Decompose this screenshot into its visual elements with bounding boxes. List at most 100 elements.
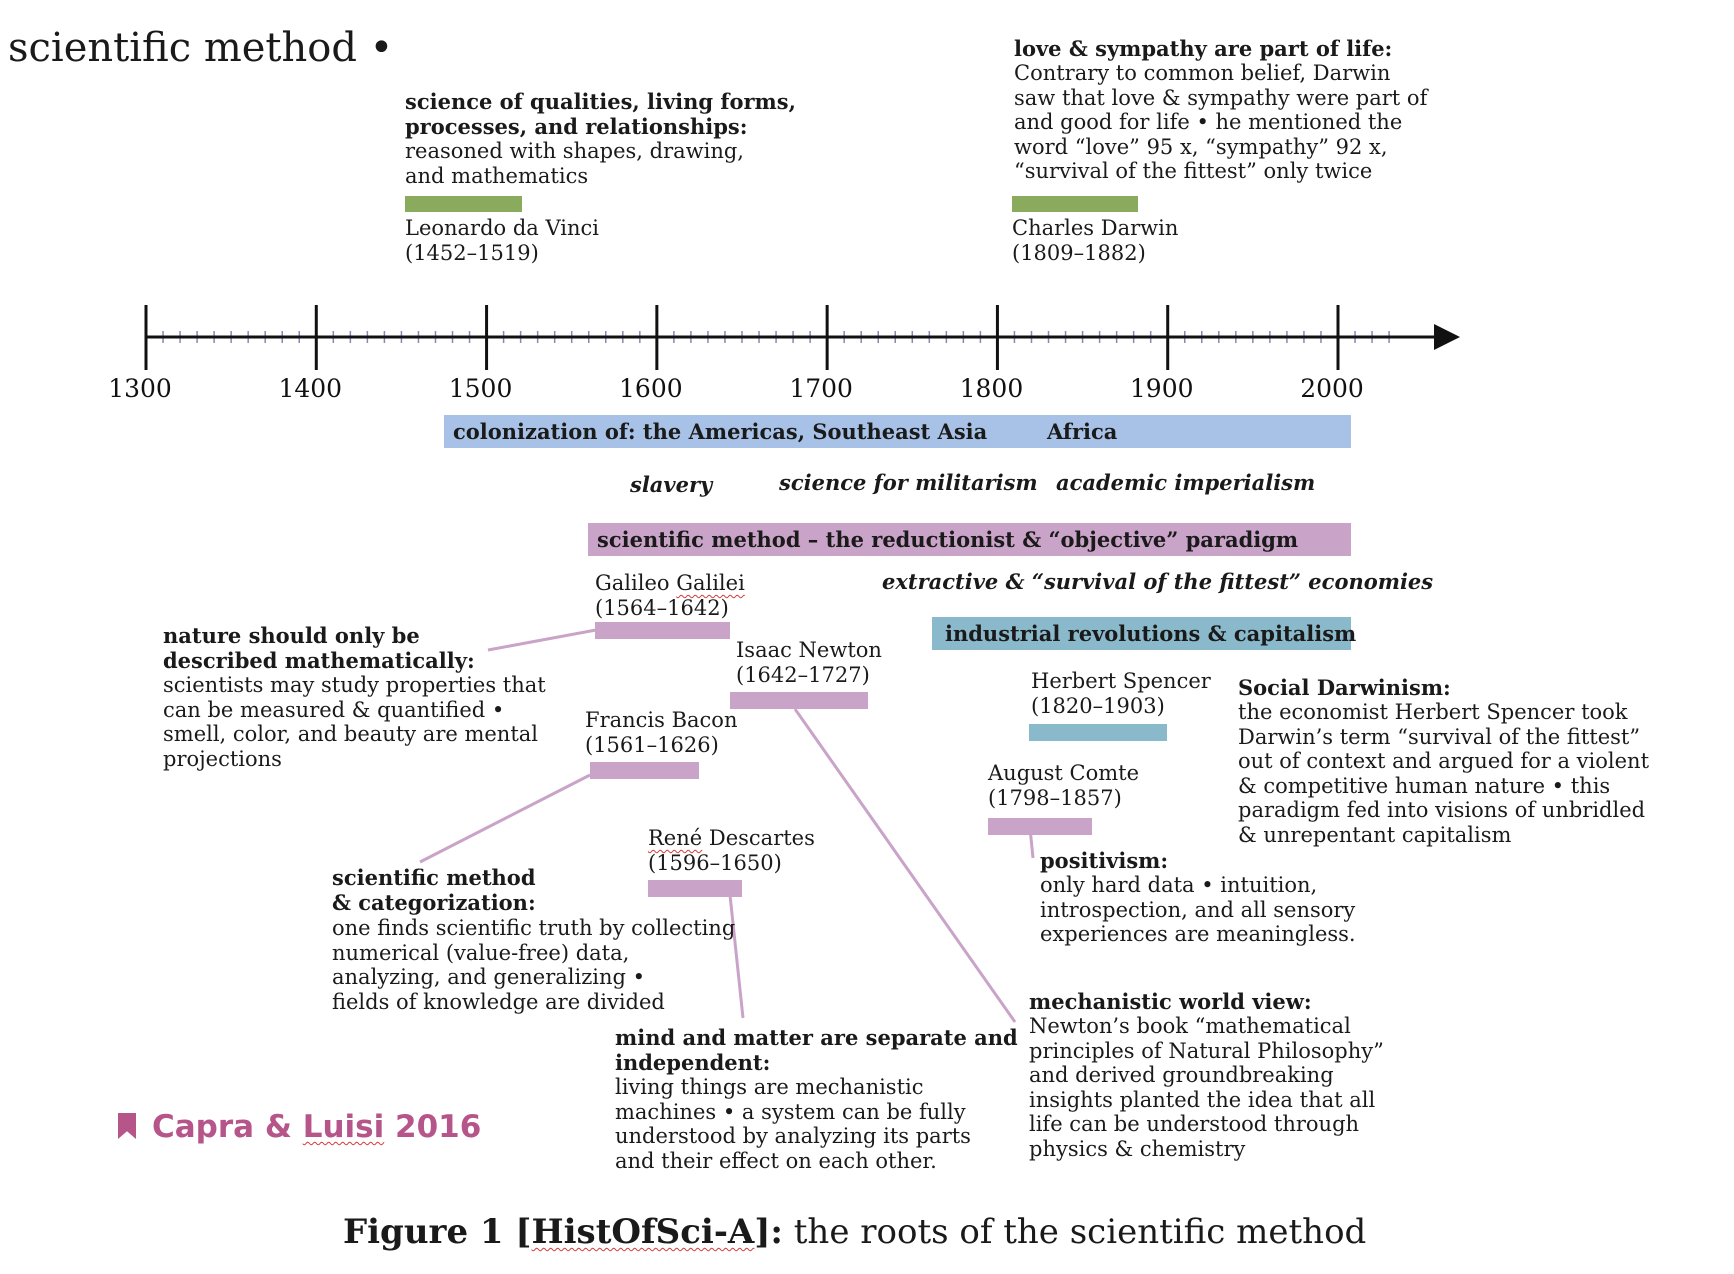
newton-label: Isaac Newton (1642–1727) — [736, 638, 882, 687]
darwin-note-body: Contrary to common belief, Darwin saw th… — [1014, 61, 1427, 184]
spencer-note-body: the economist Herbert Spencer took Darwi… — [1238, 700, 1649, 847]
africa-label: Africa — [1047, 419, 1118, 444]
bacon-label: Francis Bacon (1561–1626) — [585, 708, 737, 757]
timeline-arrowhead — [1434, 324, 1460, 350]
major-ticks — [144, 305, 1340, 370]
newton-dates: (1642–1727) — [736, 662, 870, 687]
descartes-note-body-line: living things are mechanistic — [615, 1075, 924, 1099]
davinci-note-body: reasoned with shapes, drawing, and mathe… — [405, 139, 744, 188]
comte-name: August Comte — [988, 761, 1140, 785]
bacon-note-body-line: analyzing, and generalizing • — [332, 965, 646, 989]
bacon-note-body-line: one finds scientific truth by collecting — [332, 916, 736, 940]
newton-note-body-line: principles of Natural Philosophy” — [1029, 1038, 1384, 1063]
galileo-note-title-line: nature should only be — [163, 623, 420, 648]
spencer-note-body-line: & competitive human nature • this — [1238, 773, 1611, 798]
descartes-note-title: mind and matter are separate and indepen… — [615, 1025, 1018, 1075]
connector-descartes — [728, 894, 745, 1019]
bacon-note-title: scientific method & categorization: — [332, 865, 536, 915]
spencer-lifespan-bar — [1029, 724, 1167, 741]
galileo-name: Galileo Galilei — [595, 571, 745, 595]
spencer-note-title-line: Social Darwinism: — [1238, 675, 1451, 700]
davinci-note-body-line: reasoned with shapes, drawing, — [405, 139, 744, 163]
galileo-note-title: nature should only be described mathemat… — [163, 623, 475, 673]
spencer-note-title: Social Darwinism: — [1238, 675, 1451, 701]
galileo-dates: (1564–1642) — [595, 595, 729, 620]
darwin-name: Charles Darwin — [1012, 216, 1179, 240]
bookmark-icon — [118, 1113, 136, 1139]
connector-bacon — [419, 773, 591, 864]
spencer-note-body-line: paradigm fed into visions of unbridled — [1238, 798, 1646, 822]
newton-note-body-line: and derived groundbreaking — [1029, 1063, 1334, 1087]
galileo-note-body-line: projections — [163, 746, 282, 771]
militarism-label: science for militarism — [779, 470, 1038, 495]
comte-lifespan-bar — [988, 818, 1092, 835]
slavery-label: slavery — [630, 472, 713, 497]
tick-labels: 1300 1400 1500 1600 1700 1800 1900 2000 — [108, 374, 1364, 403]
galileo-label: Galileo Galilei (1564–1642) — [595, 571, 745, 620]
newton-note-body-line: Newton’s book “mathematical — [1029, 1014, 1351, 1038]
comte-note-body-line: introspection, and all sensory — [1040, 897, 1356, 922]
descartes-note-body-line: understood by analyzing its parts — [615, 1124, 971, 1148]
galileo-note-title-line: described mathematically: — [163, 647, 475, 673]
galileo-lifespan-bar — [595, 622, 730, 639]
descartes-note-title-line: independent: — [615, 1049, 771, 1075]
imperialism-label: academic imperialism — [1056, 470, 1316, 495]
comte-label: August Comte (1798–1857) — [988, 761, 1139, 810]
descartes-lifespan-bar — [648, 880, 742, 897]
darwin-dates: (1809–1882) — [1012, 240, 1146, 265]
economies-label: extractive & “survival of the fittest” e… — [882, 569, 1434, 594]
descartes-note-body-line: machines • a system can be fully — [615, 1099, 966, 1124]
comte-note-title: positivism: — [1040, 848, 1169, 874]
caption-text: the roots of the scientific method — [782, 1212, 1367, 1252]
darwin-note-title: love & sympathy are part of life: — [1014, 36, 1393, 62]
comte-note-body-line: only hard data • intuition, — [1040, 873, 1318, 897]
tick-label: 1300 — [108, 374, 172, 403]
newton-lifespan-bar — [730, 692, 868, 709]
newton-note-body-line: insights planted the idea that all — [1029, 1087, 1376, 1112]
darwin-note-body-line: word “love” 95 x, “sympathy” 92 x, — [1014, 134, 1388, 159]
bacon-note-body: one finds scientific truth by collecting… — [332, 916, 735, 1014]
tick-label: 1600 — [619, 374, 683, 403]
newton-note-body-line: life can be understood through — [1029, 1112, 1360, 1136]
comte-note-body-line: experiences are meaningless. — [1040, 922, 1356, 946]
bacon-note-body-line: fields of knowledge are divided — [332, 989, 665, 1014]
spencer-dates: (1820–1903) — [1031, 693, 1165, 718]
descartes-label: René Descartes (1596–1650) — [648, 826, 815, 875]
newton-note-title-line: mechanistic world view: — [1029, 989, 1312, 1014]
galileo-note-body: scientists may study properties that can… — [163, 673, 546, 771]
page-title: scientific method • — [8, 25, 394, 71]
davinci-note-title-line: science of qualities, living forms, — [405, 89, 796, 114]
tick-label: 1800 — [960, 374, 1024, 403]
bacon-note-body-line: numerical (value-free) data, — [332, 940, 630, 965]
descartes-note-body: living things are mechanistic machines •… — [615, 1075, 971, 1173]
comte-dates: (1798–1857) — [988, 785, 1122, 810]
connector-newton — [793, 708, 1017, 1023]
tick-label: 1500 — [449, 374, 513, 403]
colonization-band: colonization of: the Americas, Southeast… — [444, 415, 1351, 448]
davinci-dates: (1452–1519) — [405, 240, 539, 265]
davinci-note-body-line: and mathematics — [405, 163, 589, 188]
comte-note-title-line: positivism: — [1040, 848, 1169, 873]
citation-text: Capra & Luisi 2016 — [152, 1109, 482, 1145]
colonization-label: colonization of: the Americas, Southeast… — [453, 419, 988, 444]
darwin-label: Charles Darwin (1809–1882) — [1012, 216, 1178, 265]
darwin-note-title-line: love & sympathy are part of life: — [1014, 36, 1393, 61]
tick-label: 1700 — [789, 374, 853, 403]
newton-note-body-line: physics & chemistry — [1029, 1136, 1246, 1161]
newton-name: Isaac Newton — [736, 638, 882, 662]
descartes-note-title-line: mind and matter are separate and — [615, 1025, 1018, 1050]
spencer-note-body-line: & unrepentant capitalism — [1238, 822, 1512, 847]
spencer-label: Herbert Spencer (1820–1903) — [1031, 669, 1211, 718]
descartes-dates: (1596–1650) — [648, 850, 782, 875]
galileo-note-body-line: can be measured & quantified • — [163, 697, 505, 722]
paradigm-label: scientific method – the reductionist & “… — [597, 527, 1299, 552]
davinci-lifespan-bar — [405, 196, 522, 212]
darwin-note-body-line: and good for life • he mentioned the — [1014, 110, 1403, 134]
spencer-note-body-line: Darwin’s term “survival of the fittest” — [1238, 724, 1641, 749]
descartes-note-body-line: and their effect on each other. — [615, 1148, 937, 1173]
galileo-note-body-line: smell, color, and beauty are mental — [163, 722, 539, 746]
tick-label: 1900 — [1130, 374, 1194, 403]
davinci-name: Leonardo da Vinci — [405, 216, 600, 240]
comte-note-body: only hard data • intuition, introspectio… — [1040, 873, 1356, 947]
